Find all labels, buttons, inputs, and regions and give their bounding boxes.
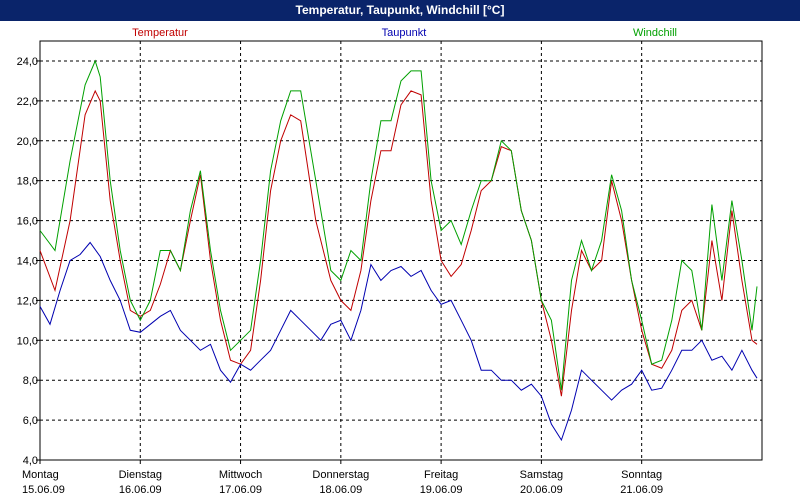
x-tick-day: Samstag [520,469,563,481]
x-axis: Montag 15.06.09 Dienstag 16.06.09 Mittwoch 17… [22,460,663,496]
y-tick-label: 16,0 [17,216,38,228]
plot-area [39,40,763,461]
gridlines [40,41,762,461]
y-tick-label: 22,0 [17,96,38,108]
legend-taupunkt: Taupunkt [382,27,427,39]
y-tick-label: 10,0 [17,335,38,347]
x-tick-date: 20.06.09 [520,484,563,496]
x-tick-day: Dienstag [119,469,162,481]
chart-title: Temperatur, Taupunkt, Windchill [°C] [0,0,800,21]
x-tick-day: Sonntag [621,469,662,481]
x-tick-date: 17.06.09 [219,484,262,496]
y-tick-label: 12,0 [17,295,38,307]
y-tick-label: 20,0 [17,136,38,148]
legend-temperatur: Temperatur [132,27,188,39]
x-tick-date: 19.06.09 [420,484,463,496]
x-tick-date: 18.06.09 [319,484,362,496]
y-tick-label: 14,0 [17,255,38,267]
series-line-windchill [39,59,758,391]
x-tick-day: Mittwoch [219,469,262,481]
y-tick-label: 4,0 [23,455,38,467]
y-axis: 4,0 6,0 8,0 10,0 12,0 14,0 16,0 18,0 20,0 22,0 24,… [17,56,40,467]
series-line-taupunkt [39,241,758,442]
y-tick-label: 18,0 [17,176,38,188]
y-tick-label: 8,0 [23,375,38,387]
y-tick-label: 24,0 [17,56,38,68]
x-tick-date: 16.06.09 [119,484,162,496]
x-tick-date: 15.06.09 [22,484,65,496]
x-tick-day: Freitag [424,469,458,481]
series-lines [39,59,758,442]
legend-windchill: Windchill [633,27,677,39]
x-tick-day: Donnerstag [312,469,369,481]
x-tick-date: 21.06.09 [620,484,663,496]
y-tick-label: 6,0 [23,415,38,427]
series-line-temperatur [39,89,758,397]
x-tick-day: Montag [22,469,59,481]
